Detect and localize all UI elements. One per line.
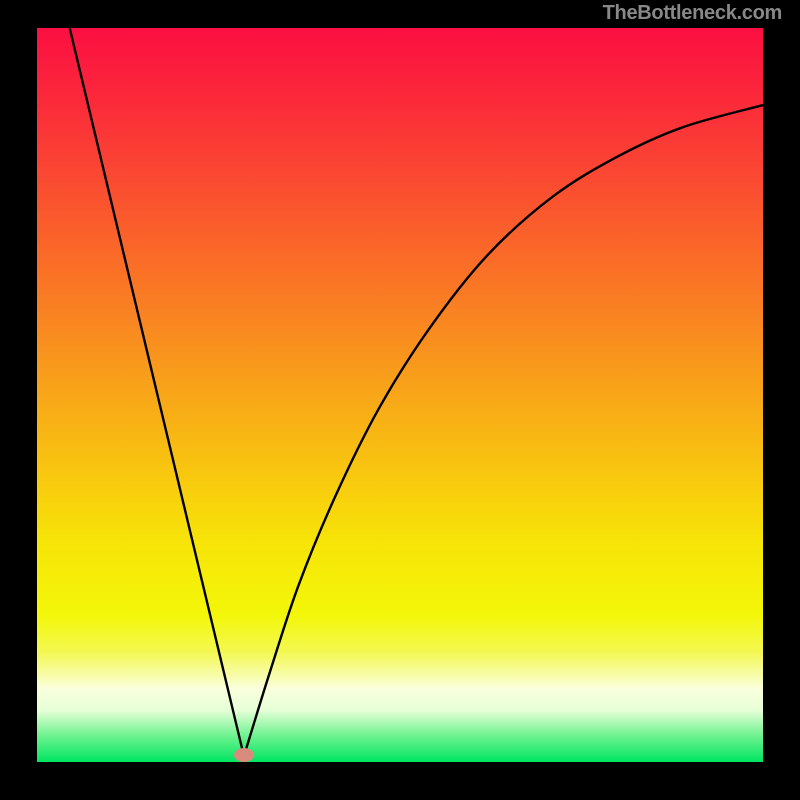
plot-area bbox=[37, 28, 763, 762]
canvas: TheBottleneck.com bbox=[0, 0, 800, 800]
vertex-marker bbox=[234, 748, 254, 762]
chart-svg bbox=[37, 28, 763, 762]
watermark-text: TheBottleneck.com bbox=[603, 2, 782, 25]
